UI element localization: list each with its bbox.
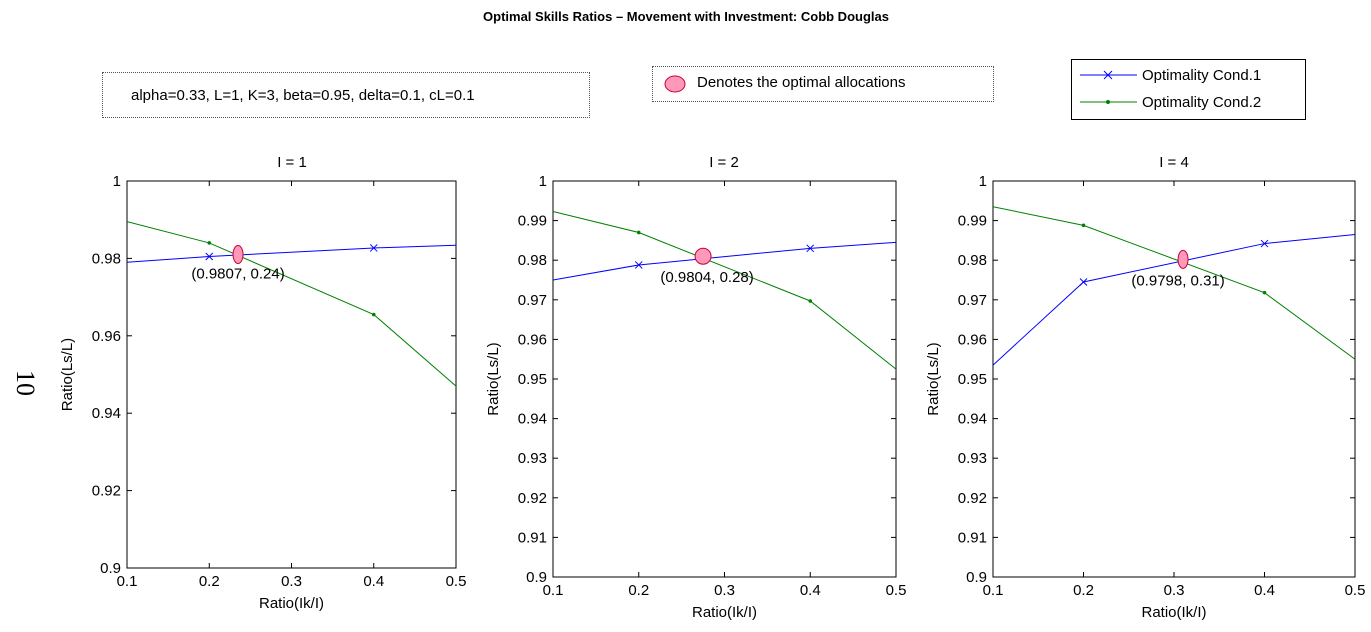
y-tick-label: 0.92: [92, 483, 121, 500]
dot-marker-icon: [1263, 291, 1267, 295]
x-tick-label: 0.2: [1073, 582, 1094, 599]
x-axis-label: Ratio(Ik/I): [1141, 604, 1206, 621]
y-tick-label: 0.99: [958, 213, 987, 230]
y-tick-label: 0.91: [958, 529, 987, 546]
y-axis-label: Ratio(Ls/L): [59, 338, 76, 411]
legend-label-2: Optimality Cond.2: [1142, 94, 1261, 111]
x-tick-label: 0.4: [800, 582, 821, 599]
x-tick-label: 0.2: [628, 582, 649, 599]
y-tick-label: 0.91: [518, 529, 547, 546]
y-tick-label: 1: [539, 173, 547, 190]
x-tick-label: 0.5: [446, 573, 467, 590]
y-tick-label: 0.96: [92, 328, 121, 345]
dot-marker-icon: [808, 299, 812, 303]
legend-entries: Optimality Cond.1 Optimality Cond.2: [1080, 67, 1261, 111]
y-axis-label: Ratio(Ls/L): [925, 342, 942, 415]
optimal-point-label: (0.9804, 0.28): [660, 269, 753, 286]
y-tick-label: 0.92: [518, 490, 547, 507]
y-tick-label: 0.96: [958, 331, 987, 348]
y-tick-label: 0.9: [966, 569, 987, 586]
x-tick-label: 0.3: [714, 582, 735, 599]
y-tick-label: 0.94: [518, 411, 547, 428]
y-tick-label: 0.98: [518, 252, 547, 269]
y-tick-label: 0.92: [958, 490, 987, 507]
optimal-point-marker: [233, 246, 243, 264]
y-tick-label: 0.9: [100, 560, 121, 577]
dot-marker-icon: [372, 313, 376, 317]
dot-marker-icon: [1106, 100, 1110, 104]
subplot-title: I = 1: [277, 154, 307, 171]
y-tick-label: 1: [979, 173, 987, 190]
y-tick-label: 0.99: [518, 213, 547, 230]
x-tick-label: 0.3: [281, 573, 302, 590]
y-tick-label: 0.9: [526, 569, 547, 586]
axes-box: [553, 181, 896, 577]
subplot-title: I = 4: [1159, 154, 1189, 171]
axes-box: [127, 181, 456, 568]
y-tick-label: 0.93: [518, 450, 547, 467]
x-axis-label: Ratio(Ik/I): [692, 604, 757, 621]
optimal-point-label: (0.9807, 0.24): [191, 266, 284, 283]
optimal-sample-marker: [665, 76, 685, 92]
y-tick-label: 0.93: [958, 450, 987, 467]
x-tick-label: 0.4: [363, 573, 384, 590]
y-tick-label: 0.98: [92, 250, 121, 267]
subplot-title: I = 2: [709, 154, 739, 171]
y-tick-label: 0.97: [518, 292, 547, 309]
dot-marker-icon: [1082, 224, 1086, 228]
figure-title: Optimal Skills Ratios – Movement with In…: [483, 9, 889, 24]
optimal-point-marker: [695, 248, 711, 264]
y-axis-label: Ratio(Ls/L): [485, 342, 502, 415]
x-tick-label: 0.5: [886, 582, 907, 599]
dot-marker-icon: [637, 231, 641, 235]
y-tick-label: 0.98: [958, 252, 987, 269]
x-tick-label: 0.5: [1345, 582, 1366, 599]
y-tick-label: 0.97: [958, 292, 987, 309]
optimal-point-marker: [1178, 250, 1188, 268]
legend-label-1: Optimality Cond.1: [1142, 67, 1261, 84]
y-tick-label: 1: [113, 173, 121, 190]
subplot-3: 0.1 0.2 0.3 0.4 0.50.90.910.920.930.940.950.…: [925, 154, 1365, 621]
x-tick-label: 0.3: [1164, 582, 1185, 599]
subplot-2: 0.1 0.2 0.3 0.4 0.50.90.910.920.930.940.950.…: [485, 154, 906, 621]
y-tick-label: 0.94: [92, 405, 121, 422]
y-tick-label: 0.95: [518, 371, 547, 388]
dot-marker-icon: [207, 241, 211, 245]
y-tick-label: 0.95: [958, 371, 987, 388]
x-tick-label: 0.4: [1254, 582, 1275, 599]
y-tick-label: 0.94: [958, 411, 987, 428]
x-axis-label: Ratio(Ik/I): [259, 595, 324, 612]
x-tick-label: 0.2: [199, 573, 220, 590]
optimal-point-label: (0.9798, 0.31): [1131, 272, 1224, 289]
y-tick-label: 0.96: [518, 331, 547, 348]
